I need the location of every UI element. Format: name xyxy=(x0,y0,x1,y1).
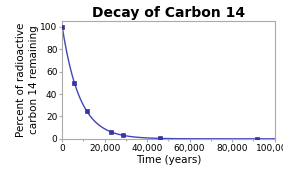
X-axis label: Time (years): Time (years) xyxy=(136,155,201,166)
Y-axis label: Percent of radioactive
carbon 14 remaining: Percent of radioactive carbon 14 remaini… xyxy=(16,23,39,137)
Title: Decay of Carbon 14: Decay of Carbon 14 xyxy=(92,6,245,20)
